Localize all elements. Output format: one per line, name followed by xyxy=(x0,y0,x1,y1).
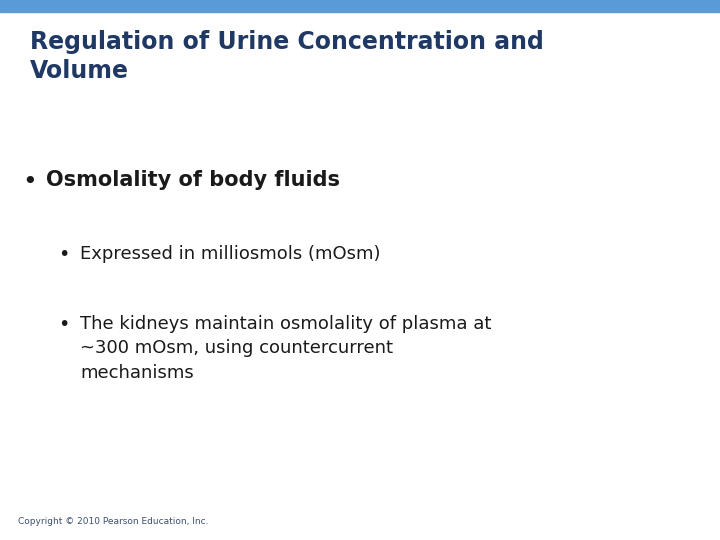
Text: Expressed in milliosmols (mOsm): Expressed in milliosmols (mOsm) xyxy=(80,245,380,263)
Text: •: • xyxy=(58,245,69,264)
Text: •: • xyxy=(58,315,69,334)
Text: Regulation of Urine Concentration and
Volume: Regulation of Urine Concentration and Vo… xyxy=(30,30,544,83)
Text: Copyright © 2010 Pearson Education, Inc.: Copyright © 2010 Pearson Education, Inc. xyxy=(18,517,209,526)
Text: •: • xyxy=(22,170,37,194)
Text: Osmolality of body fluids: Osmolality of body fluids xyxy=(46,170,340,190)
Text: The kidneys maintain osmolality of plasma at
~300 mOsm, using countercurrent
mec: The kidneys maintain osmolality of plasm… xyxy=(80,315,491,382)
